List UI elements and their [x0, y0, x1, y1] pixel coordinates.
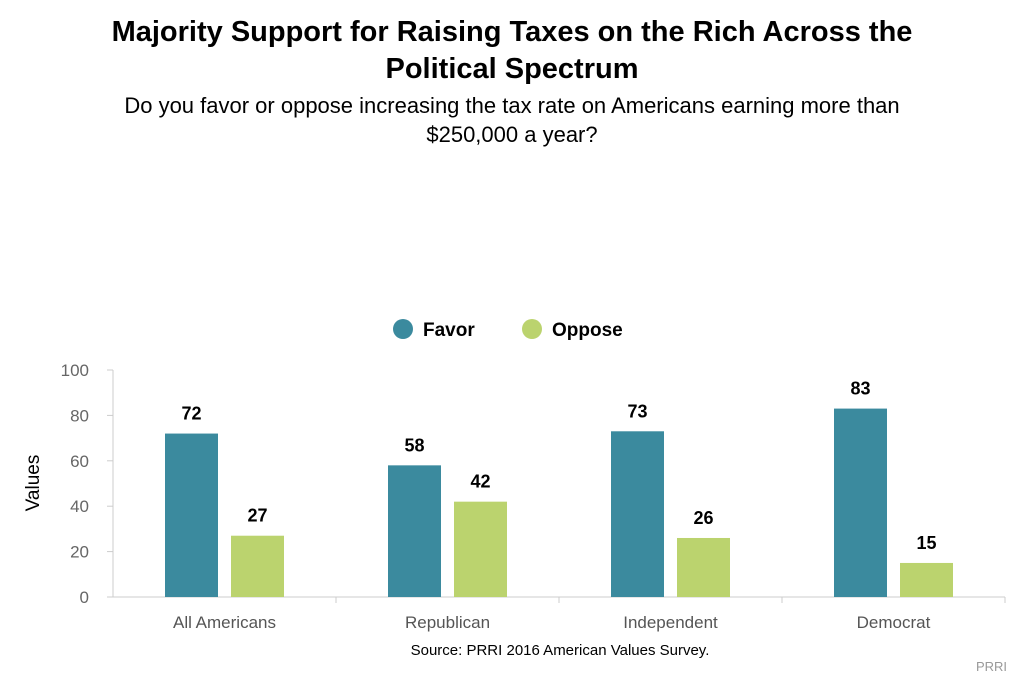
y-tick-label: 20 — [70, 543, 89, 562]
data-label-oppose: 42 — [470, 472, 490, 492]
data-label-favor: 58 — [404, 435, 424, 455]
chart-title-line-1: Majority Support for Raising Taxes on th… — [112, 16, 913, 48]
legend-oppose-marker — [522, 319, 542, 339]
bar-oppose[interactable] — [900, 562, 953, 597]
legend-oppose-label: Oppose — [552, 320, 623, 341]
bar-favor[interactable] — [834, 408, 887, 597]
y-tick-label: 0 — [80, 588, 89, 607]
data-label-oppose: 15 — [916, 533, 936, 553]
legend-favor-marker — [393, 319, 413, 339]
credit-label: PRRI — [976, 659, 1007, 674]
bar-oppose[interactable] — [677, 537, 730, 597]
bar-favor[interactable] — [165, 433, 218, 597]
y-tick-label: 100 — [61, 361, 89, 380]
x-category-label: Republican — [405, 613, 490, 632]
bar-favor[interactable] — [611, 431, 664, 597]
legend-item-favor[interactable]: Favor — [393, 319, 475, 341]
data-label-favor: 83 — [850, 379, 870, 399]
source-note: Source: PRRI 2016 American Values Survey… — [411, 642, 710, 659]
legend-item-oppose[interactable]: Oppose — [522, 319, 623, 341]
legend-favor-label: Favor — [423, 320, 475, 341]
chart-title-line-2: Political Spectrum — [385, 53, 638, 85]
y-tick-label: 60 — [70, 452, 89, 471]
axes: 0 20 40 60 80 100 All Americans Republican Indep… — [61, 361, 1006, 632]
data-label-favor: 73 — [627, 401, 647, 421]
data-label-favor: 72 — [181, 404, 201, 424]
x-category-label: Democrat — [857, 613, 931, 632]
chart-subtitle-line-2: $250,000 a year? — [426, 122, 597, 147]
chart-subtitle-line-1: Do you favor or oppose increasing the ta… — [124, 93, 899, 118]
y-tick-label: 80 — [70, 406, 89, 425]
bars: 72 27 58 42 73 26 83 15 — [165, 379, 953, 597]
x-category-label: All Americans — [173, 613, 276, 632]
x-category-label: Independent — [623, 613, 718, 632]
y-axis-label: Values — [23, 455, 44, 512]
bar-oppose[interactable] — [454, 501, 507, 597]
bar-favor[interactable] — [388, 465, 441, 597]
legend[interactable]: Favor Oppose — [393, 319, 623, 341]
y-tick-label: 40 — [70, 497, 89, 516]
data-label-oppose: 26 — [693, 508, 713, 528]
bar-oppose[interactable] — [231, 535, 284, 597]
data-label-oppose: 27 — [247, 506, 267, 526]
